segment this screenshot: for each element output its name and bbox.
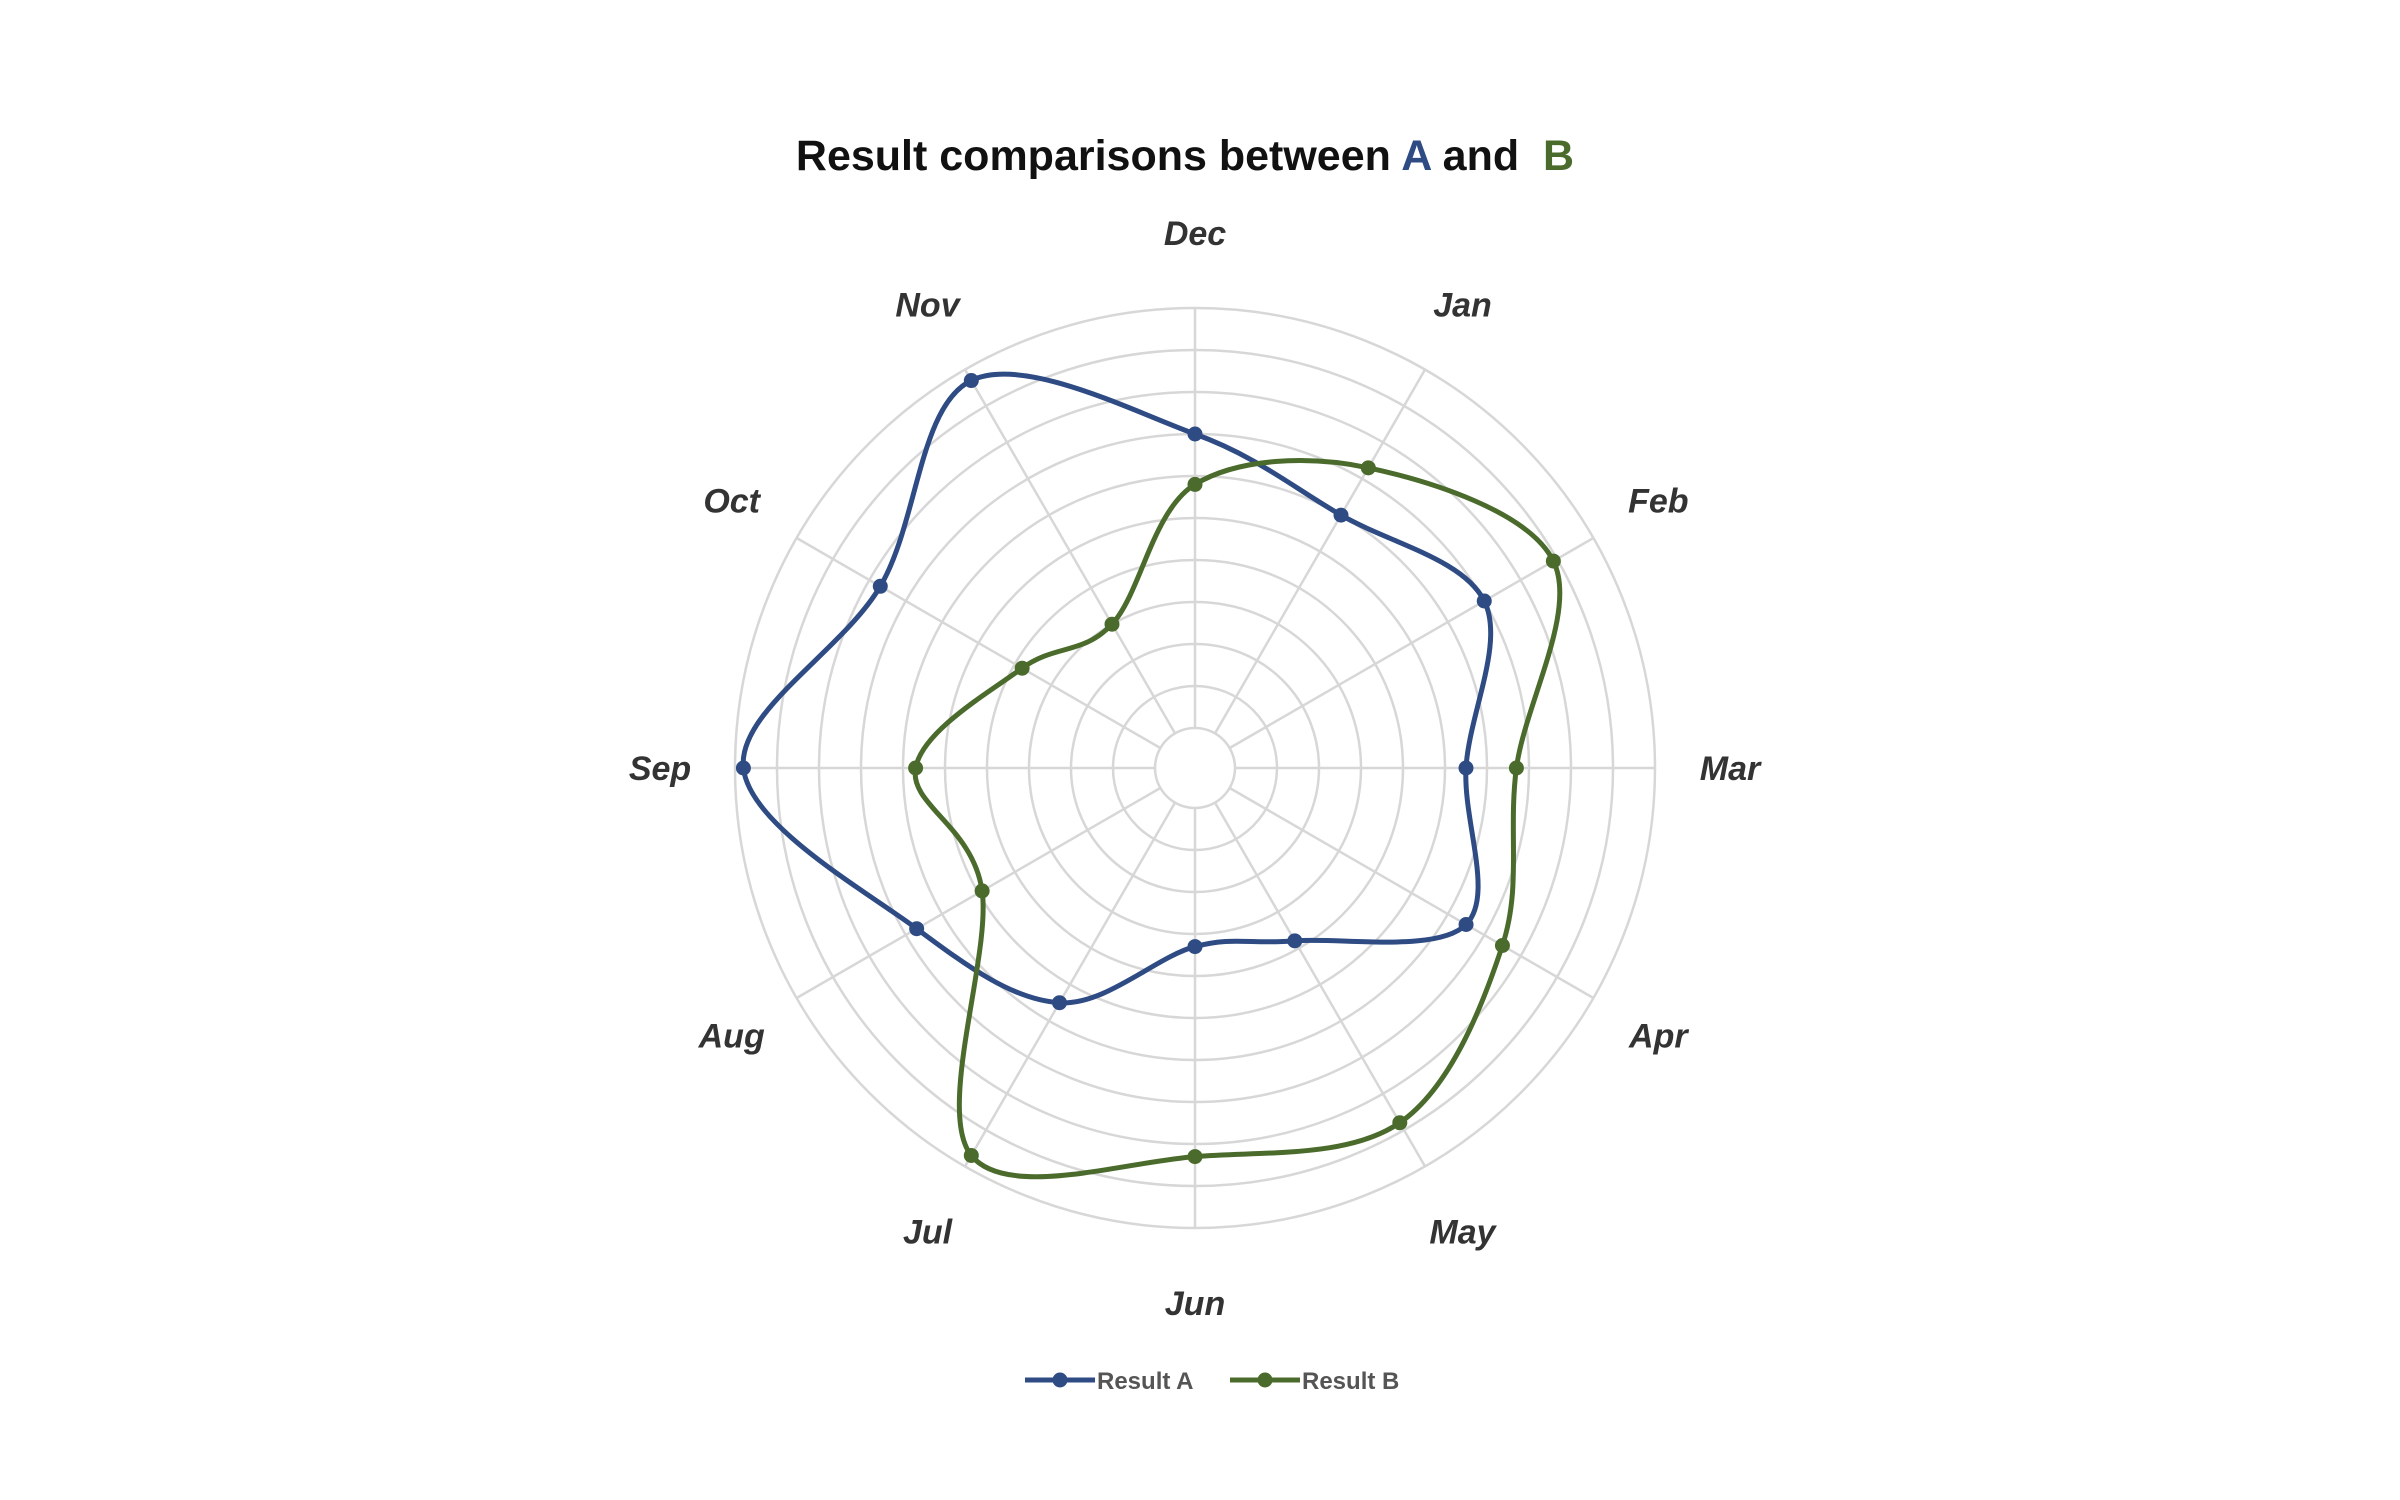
legend: Result A Result B (1025, 1368, 1399, 1395)
grid-spoke (1229, 786, 1594, 1000)
point-result-a-oct (872, 578, 888, 594)
category-label-oct: Oct (703, 483, 761, 521)
point-result-b-apr (1494, 938, 1510, 953)
category-label-feb: Feb (1628, 483, 1688, 521)
category-label-jan: Jan (1433, 287, 1492, 325)
point-result-a-feb (1476, 593, 1492, 609)
grid-spoke (796, 536, 1161, 750)
point-result-a-dec (1187, 426, 1203, 442)
category-label-jul: Jul (903, 1213, 954, 1251)
category-label-apr: Apr (1628, 1018, 1689, 1056)
title-part-2: and (1431, 132, 1543, 180)
category-label-aug: Aug (698, 1018, 765, 1056)
point-result-a-sep (735, 760, 751, 776)
category-labels: Dec Jan Feb Mar Apr May Jun Jul Aug Sep Oct Nov (629, 215, 1762, 1323)
point-result-a-apr (1458, 917, 1474, 932)
point-result-b-mar (1508, 760, 1524, 776)
legend-label-result-b: Result B (1302, 1368, 1399, 1395)
category-label-dec: Dec (1164, 215, 1226, 253)
point-result-b-jun (1187, 1149, 1203, 1165)
series-result-b (908, 458, 1563, 1180)
point-result-a-nov (963, 373, 979, 389)
point-result-a-jun (1187, 939, 1203, 955)
category-label-nov: Nov (895, 287, 961, 325)
legend-item-result-a: Result A (1025, 1368, 1193, 1395)
category-label-may: May (1429, 1213, 1497, 1251)
chart-title: Result comparisons between A and B (796, 132, 1574, 180)
point-result-b-jul (963, 1147, 979, 1163)
point-result-a-may (1287, 933, 1303, 949)
category-label-jun: Jun (1165, 1285, 1225, 1323)
title-part-3: B (1543, 132, 1574, 180)
point-result-a-mar (1458, 760, 1474, 776)
title-part-0: Result comparisons between (796, 132, 1401, 180)
grid-ring (1153, 726, 1237, 810)
series-result-a (735, 371, 1494, 1011)
category-label-mar: Mar (1700, 750, 1762, 788)
legend-marker-result-b (1257, 1372, 1273, 1388)
point-result-b-sep (908, 760, 924, 776)
point-result-a-jul (1052, 995, 1067, 1011)
point-result-b-aug (974, 883, 990, 899)
grid-spoke (1229, 536, 1594, 750)
category-label-sep: Sep (629, 750, 691, 788)
point-result-b-jan (1360, 460, 1376, 476)
grid-spoke (1213, 369, 1427, 734)
point-result-b-oct (1014, 660, 1030, 676)
point-result-a-jan (1333, 507, 1349, 523)
legend-item-result-b: Result B (1230, 1368, 1399, 1395)
point-result-b-nov (1104, 616, 1120, 632)
point-result-a-aug (909, 921, 925, 937)
point-result-b-feb (1545, 553, 1561, 569)
grid-spoke (963, 369, 1177, 734)
grid-spoke (963, 802, 1177, 1167)
title-part-1: A (1401, 132, 1431, 180)
grid-spoke (1213, 802, 1427, 1167)
point-result-b-dec (1187, 476, 1203, 492)
legend-label-result-a: Result A (1097, 1368, 1193, 1395)
series-layer (735, 371, 1563, 1180)
point-result-b-may (1392, 1115, 1408, 1131)
legend-marker-result-a (1052, 1372, 1068, 1388)
